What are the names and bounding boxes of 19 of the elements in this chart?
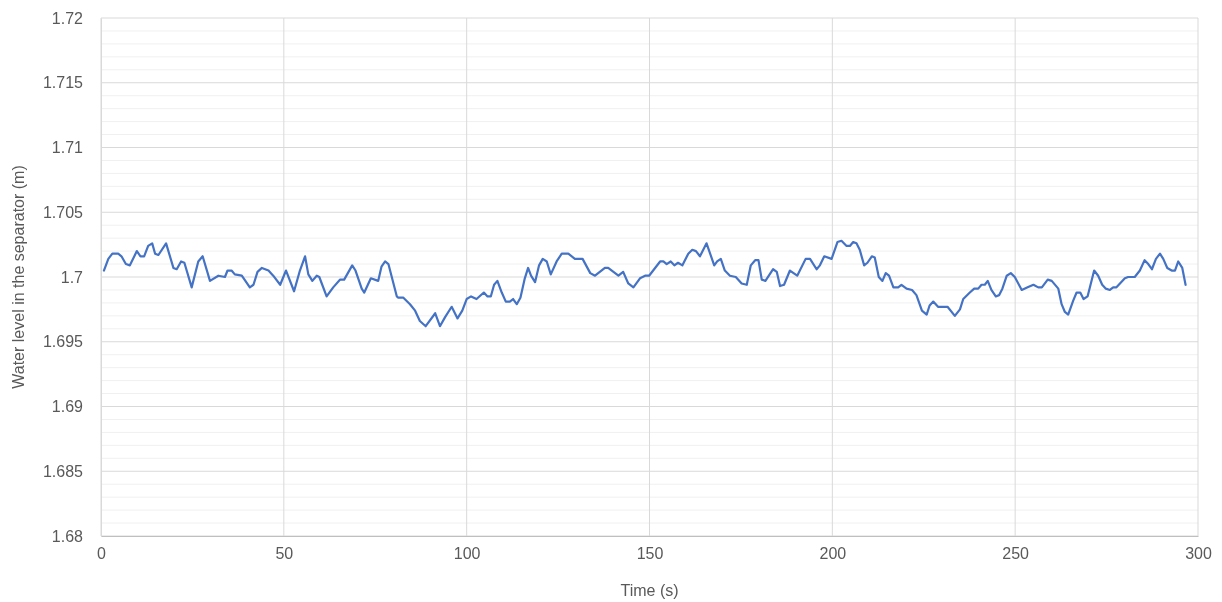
y-tick-label: 1.72 xyxy=(51,9,84,27)
y-tick-label: 1.71 xyxy=(51,139,84,157)
x-tick-label: 200 xyxy=(819,545,847,563)
y-tick-label: 1.695 xyxy=(42,333,84,351)
x-tick-label: 300 xyxy=(1185,545,1212,563)
x-tick-label: 150 xyxy=(636,545,664,563)
x-tick-label: 50 xyxy=(275,545,294,563)
line-series xyxy=(102,239,1187,328)
y-tick-label: 1.705 xyxy=(42,203,84,221)
x-axis-title: Time (s) xyxy=(620,582,679,599)
y-tick-label: 1.685 xyxy=(42,462,84,480)
y-tick-label: 1.68 xyxy=(51,527,84,545)
y-tick-label: 1.69 xyxy=(51,398,84,416)
x-tick-label: 100 xyxy=(453,545,481,563)
y-axis-title: Water level in the separator (m) xyxy=(10,165,27,389)
y-tick-label: 1.715 xyxy=(42,74,84,92)
x-tick-label: 250 xyxy=(1002,545,1030,563)
y-tick-label: 1.7 xyxy=(60,268,84,286)
x-tick-label: 0 xyxy=(97,545,107,563)
